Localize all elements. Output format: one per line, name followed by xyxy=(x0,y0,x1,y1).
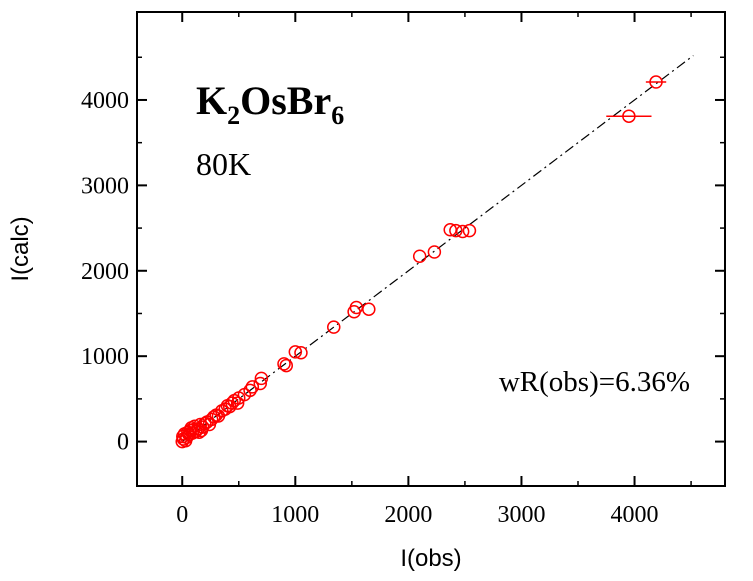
y-tick-label: 2000 xyxy=(81,259,129,285)
data-point xyxy=(327,320,341,334)
temperature-label: 80K xyxy=(196,146,251,182)
data-point xyxy=(294,346,308,360)
y-axis-label: I(calc) xyxy=(7,216,34,281)
data-point xyxy=(362,302,376,316)
data-point xyxy=(254,371,269,386)
data-point xyxy=(230,396,245,410)
data-point xyxy=(455,224,470,239)
x-tick-label: 1000 xyxy=(271,502,319,528)
data-point xyxy=(245,380,260,394)
x-axis-label: I(obs) xyxy=(400,545,461,572)
compound-element-k: K xyxy=(196,78,227,123)
compound-element-osbr: OsBr xyxy=(240,78,331,123)
data-points xyxy=(175,75,667,449)
x-tick-label: 3000 xyxy=(497,502,545,528)
data-point xyxy=(243,383,257,398)
compound-subscript-2: 6 xyxy=(331,101,344,130)
y-tick-label: 1000 xyxy=(81,344,129,370)
compound-subscript-1: 2 xyxy=(227,101,240,130)
y-tick-label: 3000 xyxy=(81,173,129,199)
data-point xyxy=(622,109,636,123)
data-point xyxy=(449,223,463,238)
x-tick-label: 4000 xyxy=(611,502,659,528)
data-point xyxy=(198,416,212,431)
data-point xyxy=(277,357,291,371)
data-point xyxy=(225,396,239,410)
data-point xyxy=(412,249,427,264)
plot-frame xyxy=(136,11,726,487)
data-point xyxy=(649,75,663,89)
axis-ticks xyxy=(137,12,725,486)
compound-formula: K2OsBr6 xyxy=(196,78,344,130)
data-point xyxy=(253,376,268,391)
x-tick-labels: 0 1000 2000 3000 4000 xyxy=(176,502,658,528)
data-point xyxy=(462,223,477,238)
y-tick-label: 0 xyxy=(117,430,129,456)
y-tick-labels: 0 1000 2000 3000 4000 xyxy=(81,88,129,456)
r-factor-label: wR(obs)=6.36% xyxy=(499,366,690,398)
x-tick-label: 0 xyxy=(176,502,188,528)
data-point xyxy=(427,245,442,259)
data-point xyxy=(204,412,219,427)
data-point xyxy=(288,345,303,359)
data-point xyxy=(193,417,208,432)
y-tick-label: 4000 xyxy=(81,88,129,114)
data-point xyxy=(279,358,294,373)
x-tick-label: 2000 xyxy=(384,502,432,528)
